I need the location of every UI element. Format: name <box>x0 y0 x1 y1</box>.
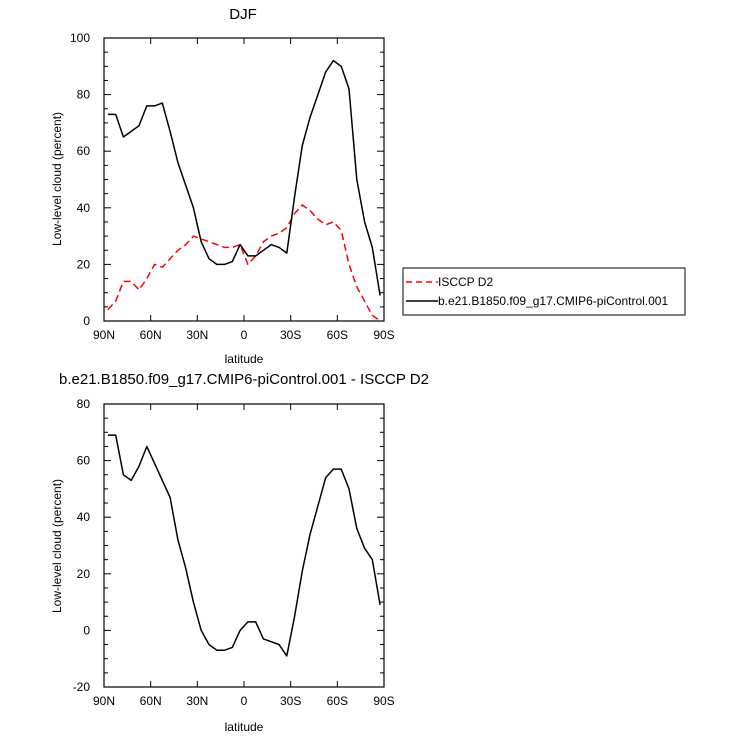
x-tick-label: 30S <box>280 694 301 708</box>
y-tick-label: 80 <box>77 88 91 102</box>
y-tick-label: 20 <box>77 567 91 581</box>
legend: ISCCP D2 b.e21.B1850.f09_g17.CMIP6-piCon… <box>402 267 686 316</box>
plot-frame <box>103 37 385 322</box>
legend-label: b.e21.B1850.f09_g17.CMIP6-piControl.001 <box>438 294 668 308</box>
y-tick-label: 0 <box>83 314 90 328</box>
x-tick-label: 0 <box>241 328 248 342</box>
y-tick-label: 60 <box>77 454 91 468</box>
y-tick-label: 60 <box>77 144 91 158</box>
chart-title: b.e21.B1850.f09_g17.CMIP6-piControl.001 … <box>59 371 429 388</box>
y-tick-label: 40 <box>77 510 91 524</box>
series-line-isccp <box>107 204 381 322</box>
x-tick-label: 90N <box>93 694 115 708</box>
x-tick-label: 60S <box>327 328 348 342</box>
x-tick-label: 90S <box>373 694 394 708</box>
y-tick-label: 0 <box>83 623 90 637</box>
legend-box <box>402 267 686 316</box>
y-tick-label: 20 <box>77 257 91 271</box>
y-tick-label: 80 <box>77 397 91 411</box>
y-tick-label: 100 <box>70 31 90 45</box>
y-tick-label: 40 <box>77 201 91 215</box>
legend-label: ISCCP D2 <box>438 275 493 289</box>
x-tick-label: 30N <box>186 328 208 342</box>
x-axis-title: latitude <box>225 352 264 366</box>
x-tick-label: 30S <box>280 328 301 342</box>
x-tick-label: 60N <box>140 694 162 708</box>
x-tick-label: 90S <box>373 328 394 342</box>
x-tick-label: 60N <box>140 328 162 342</box>
panel-bottom: b.e21.B1850.f09_g17.CMIP6-piControl.001 … <box>50 371 429 734</box>
y-axis-title: Low-level cloud (percent) <box>50 112 64 246</box>
x-axis-title: latitude <box>225 720 264 734</box>
series-line-model <box>107 59 381 296</box>
y-axis-title: Low-level cloud (percent) <box>50 479 64 613</box>
plot-frame <box>103 403 385 688</box>
x-tick-label: 0 <box>241 694 248 708</box>
series-line-difference <box>107 434 381 657</box>
y-tick-label: -20 <box>73 680 91 694</box>
chart-title: DJF <box>229 6 257 23</box>
x-tick-label: 90N <box>93 328 115 342</box>
x-tick-label: 30N <box>186 694 208 708</box>
panel-top: DJF Low-level cloud (percent) latitude 9… <box>50 6 686 366</box>
x-tick-label: 60S <box>327 694 348 708</box>
